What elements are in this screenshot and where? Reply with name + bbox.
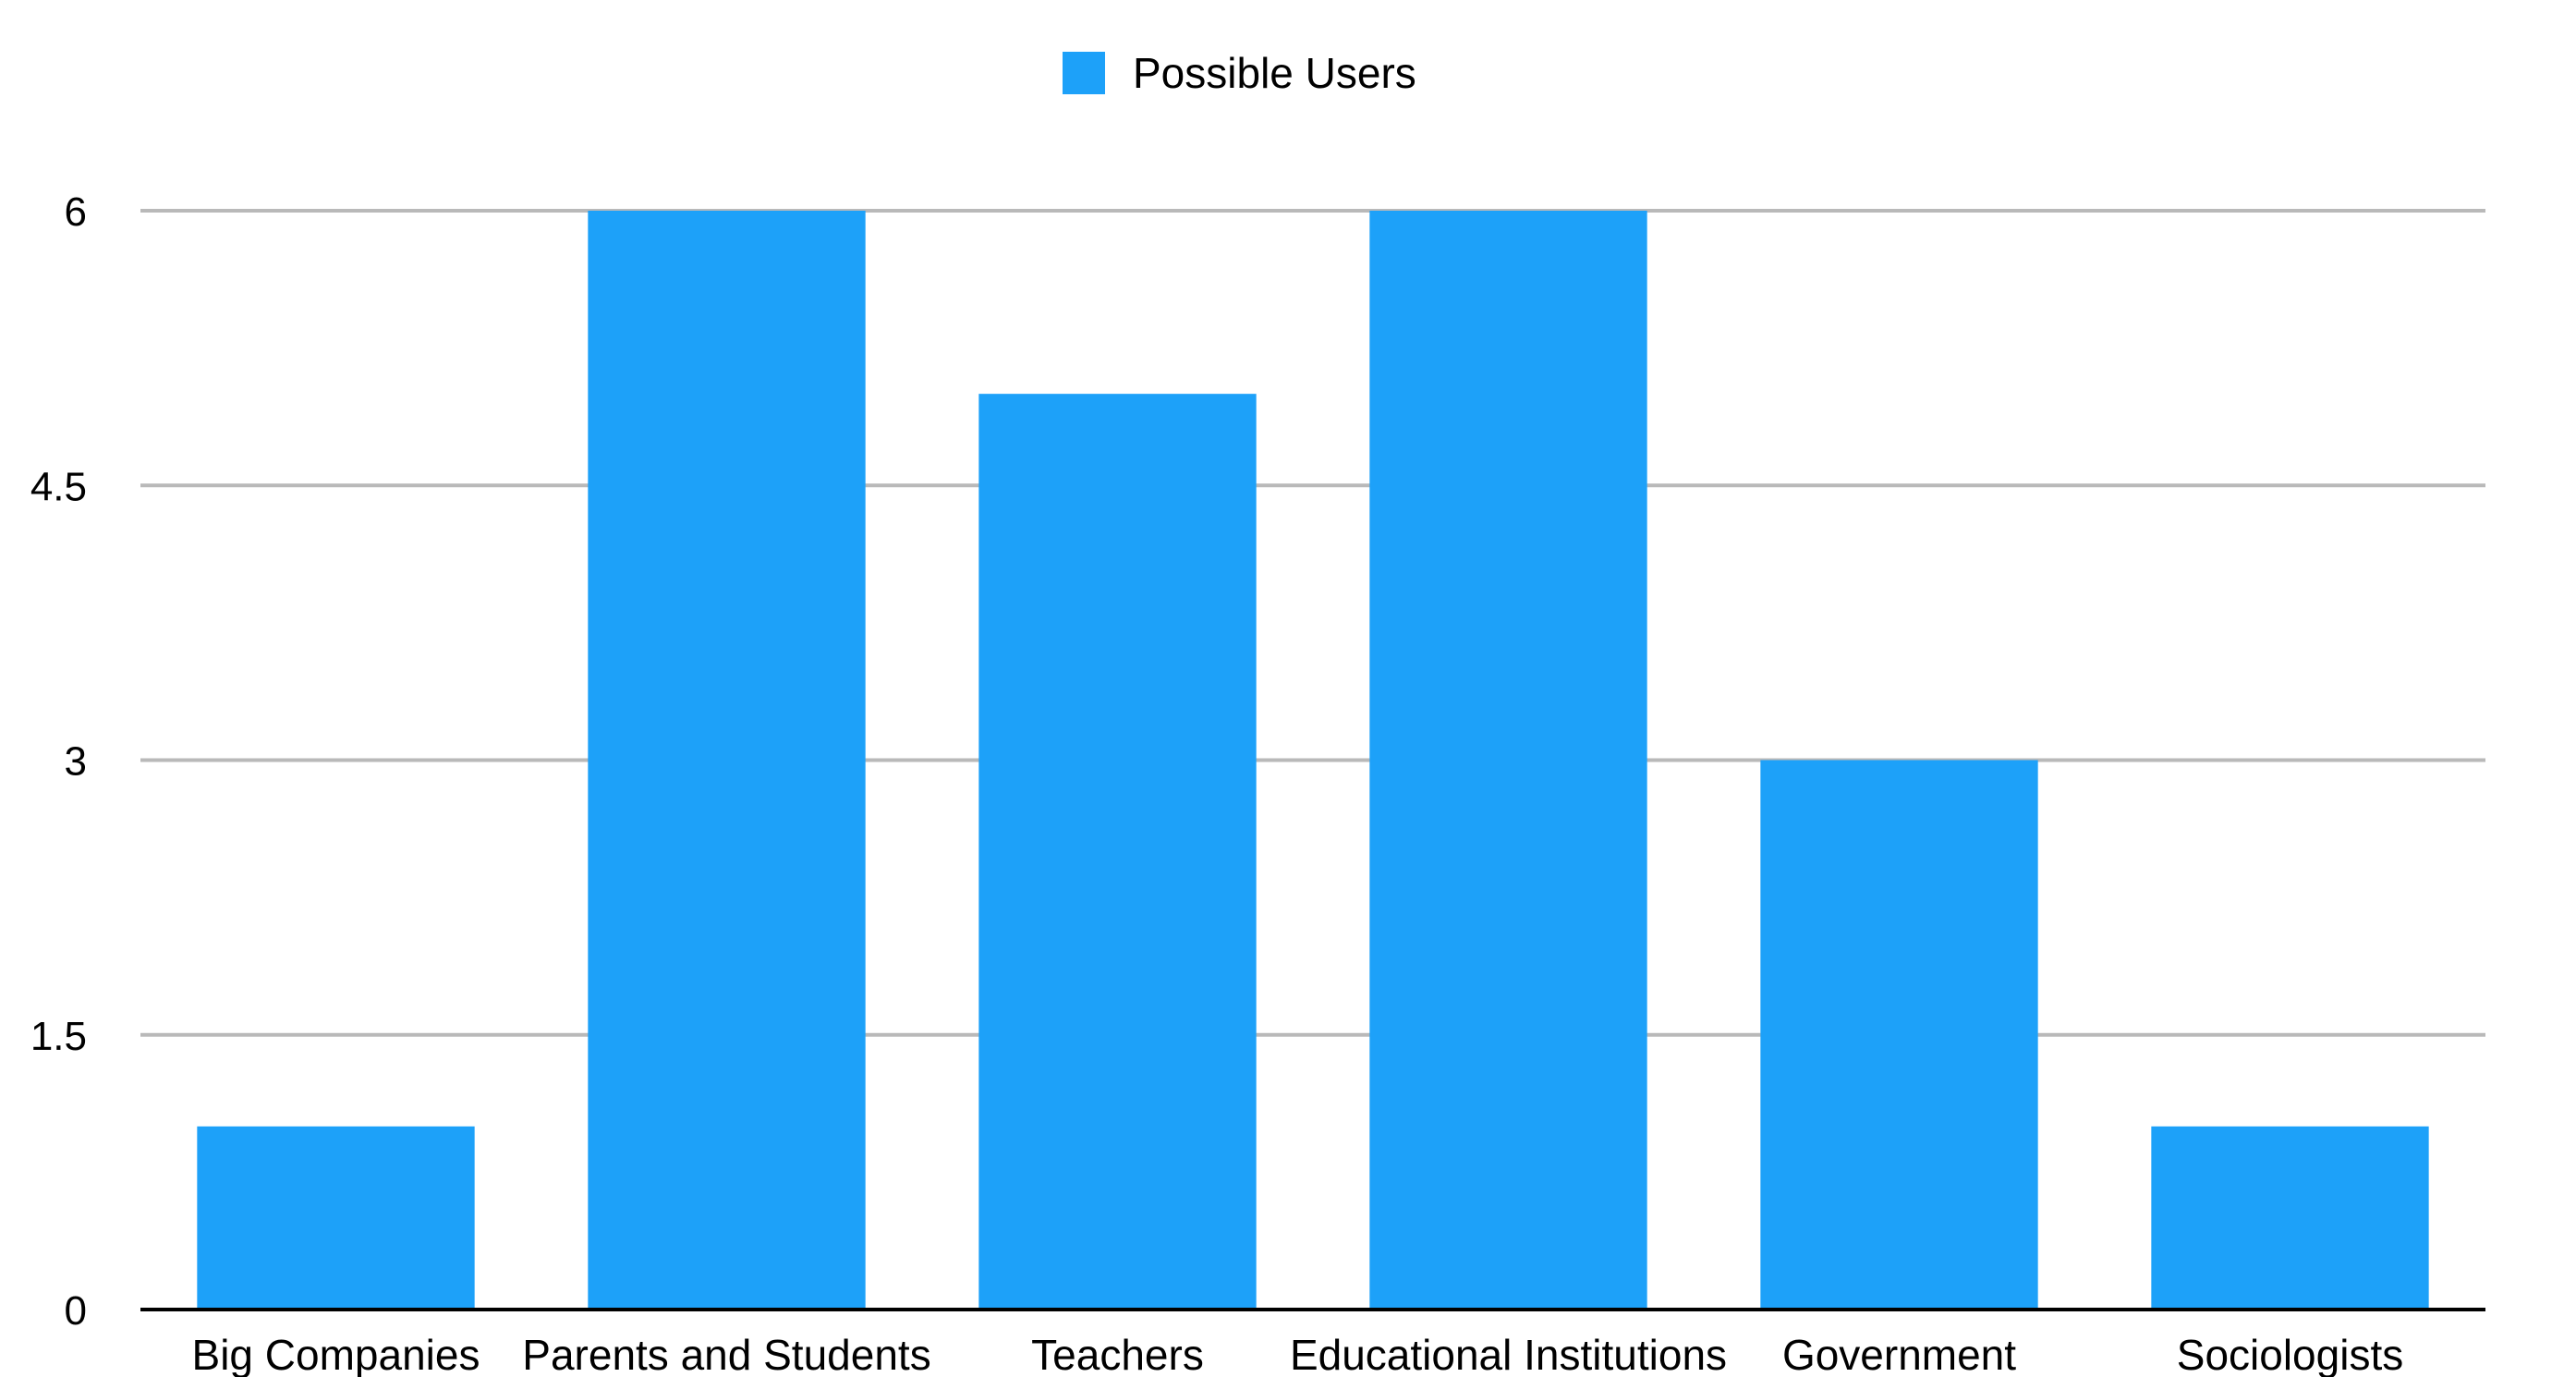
y-tick-label: 1.5 <box>30 1014 87 1059</box>
x-tick-label: Big Companies <box>192 1331 480 1377</box>
y-tick-label: 0 <box>65 1288 87 1334</box>
bar <box>1760 760 2038 1310</box>
bar <box>1369 211 1647 1310</box>
x-tick-labels: Big Companies Parents and Students Teacher… <box>192 1331 2404 1377</box>
bar <box>588 211 866 1310</box>
bar <box>197 1126 475 1310</box>
y-tick-label: 3 <box>65 739 87 785</box>
legend-label: Possible Users <box>1133 49 1416 97</box>
bar <box>978 394 1257 1310</box>
x-tick-label: Government <box>1782 1331 2016 1377</box>
grid-layer <box>140 209 2485 1037</box>
y-tick-label: 6 <box>65 189 87 235</box>
y-tick-labels: 0 1.5 3 4.5 6 <box>30 189 87 1334</box>
bar <box>2151 1126 2429 1310</box>
legend: Possible Users <box>1063 49 1416 97</box>
x-tick-label: Educational Institutions <box>1290 1331 1727 1377</box>
x-tick-label: Teachers <box>1031 1331 1204 1377</box>
x-tick-label: Sociologists <box>2177 1331 2403 1377</box>
bar-layer <box>197 211 2429 1310</box>
x-tick-label: Parents and Students <box>522 1331 930 1377</box>
y-tick-label: 4.5 <box>30 464 87 509</box>
legend-swatch <box>1063 52 1105 94</box>
